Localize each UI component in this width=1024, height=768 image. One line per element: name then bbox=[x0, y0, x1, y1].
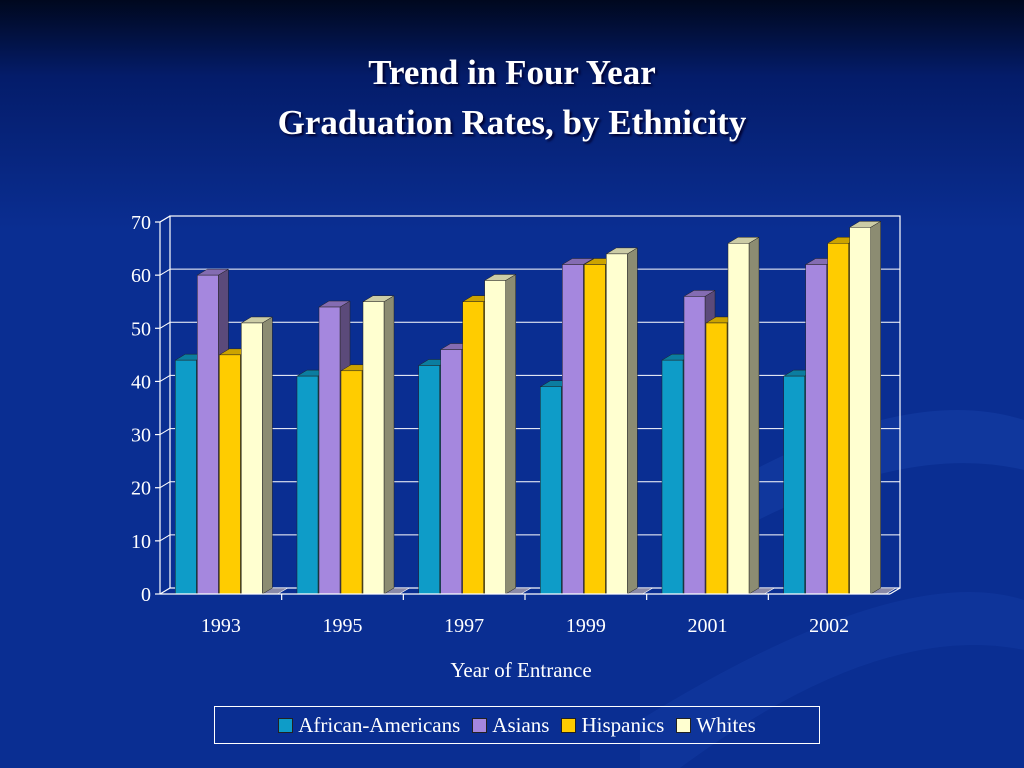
bar-whites-1997 bbox=[483, 274, 517, 595]
depth-edge-bottom bbox=[159, 587, 171, 595]
bar-front bbox=[340, 370, 363, 595]
legend-label: Whites bbox=[696, 712, 756, 737]
y-tick-label: 40 bbox=[131, 371, 151, 393]
gridline-depth bbox=[159, 534, 171, 542]
y-tick-label: 30 bbox=[131, 425, 151, 447]
bar-front bbox=[783, 375, 805, 595]
bar-front bbox=[540, 386, 562, 595]
bars-layer bbox=[174, 220, 898, 595]
x-tick-label: 1997 bbox=[444, 615, 484, 637]
bar-front bbox=[484, 280, 506, 595]
legend-item-african-americans: African-Americans bbox=[278, 713, 460, 738]
bar-side bbox=[505, 274, 516, 595]
legend-item-whites: Whites bbox=[676, 712, 756, 738]
gridline-depth bbox=[159, 374, 171, 382]
x-tick-label: 2002 bbox=[809, 615, 849, 637]
bar-front bbox=[418, 365, 440, 595]
title-line-1: Trend in Four Year bbox=[368, 53, 656, 92]
bar-front bbox=[606, 253, 628, 595]
bar-front bbox=[584, 264, 606, 595]
depth-edge-right bbox=[889, 587, 901, 595]
legend-swatch bbox=[472, 717, 488, 733]
bar-front bbox=[462, 301, 484, 595]
y-tick-label: 70 bbox=[131, 212, 151, 234]
gridline-depth bbox=[159, 428, 171, 436]
bar-front bbox=[562, 264, 584, 595]
legend-item-hispanics: Hispanics bbox=[561, 713, 664, 738]
bar-front bbox=[440, 349, 462, 595]
legend-label: African-Americans bbox=[298, 712, 461, 737]
bar-front bbox=[661, 359, 684, 595]
bar-side bbox=[627, 247, 638, 595]
bar-front bbox=[683, 296, 706, 595]
bar-whites-1999 bbox=[605, 247, 639, 595]
bar-side bbox=[748, 236, 760, 595]
title-line-2: Graduation Rates, by Ethnicity bbox=[277, 103, 747, 142]
gridline-depth bbox=[159, 321, 171, 329]
y-tick-label: 0 bbox=[141, 584, 151, 606]
bar-front bbox=[849, 227, 871, 595]
legend-label: Asians bbox=[492, 712, 550, 737]
bar-front bbox=[241, 322, 263, 595]
bar-front bbox=[318, 306, 341, 595]
y-tick-label: 50 bbox=[131, 318, 151, 340]
bar-front bbox=[175, 359, 197, 595]
bar-whites-2002 bbox=[848, 220, 882, 595]
y-tick-label: 20 bbox=[131, 478, 151, 500]
bar-whites-1995 bbox=[362, 295, 395, 595]
bar-front bbox=[705, 322, 728, 595]
gridline-depth bbox=[159, 268, 171, 276]
bar-front bbox=[197, 274, 219, 595]
bar-front bbox=[805, 264, 827, 595]
bar-front bbox=[219, 354, 241, 595]
y-tick-label: 10 bbox=[131, 531, 151, 553]
legend-swatch bbox=[676, 717, 692, 733]
x-tick-label: 1999 bbox=[566, 615, 606, 637]
legend-item-asians: Asians bbox=[472, 713, 549, 738]
bar-front bbox=[727, 243, 750, 595]
axis-layer: 0 10 20 30 40 50 60 70 1993 1995 1997 1999 2001 2002 bbox=[131, 212, 901, 637]
depth-edge-top bbox=[159, 215, 171, 223]
slide-title: Trend in Four Year Graduation Rates, by … bbox=[0, 48, 1024, 148]
grid-layer bbox=[159, 215, 901, 589]
bar-whites-2001 bbox=[727, 236, 760, 595]
y-tick-label: 60 bbox=[131, 265, 151, 287]
x-tick-label: 1995 bbox=[323, 615, 363, 637]
gridline-depth bbox=[159, 481, 171, 489]
x-tick-label: 1993 bbox=[201, 615, 241, 637]
bar-whites-1993 bbox=[240, 316, 274, 595]
legend-label: Hispanics bbox=[581, 712, 665, 737]
chart-legend: African-Americans Asians Hispanics Whites bbox=[214, 706, 820, 744]
bar-front bbox=[827, 243, 849, 595]
legend-swatch bbox=[561, 717, 577, 733]
bar-front bbox=[296, 375, 319, 595]
bar-front bbox=[362, 301, 385, 595]
bar-side bbox=[870, 220, 881, 595]
bar-side bbox=[383, 295, 395, 595]
x-axis-label: Year of Entrance bbox=[450, 658, 591, 682]
x-tick-label: 2001 bbox=[688, 615, 728, 637]
legend-swatch bbox=[278, 717, 294, 733]
bar-side bbox=[262, 316, 273, 595]
